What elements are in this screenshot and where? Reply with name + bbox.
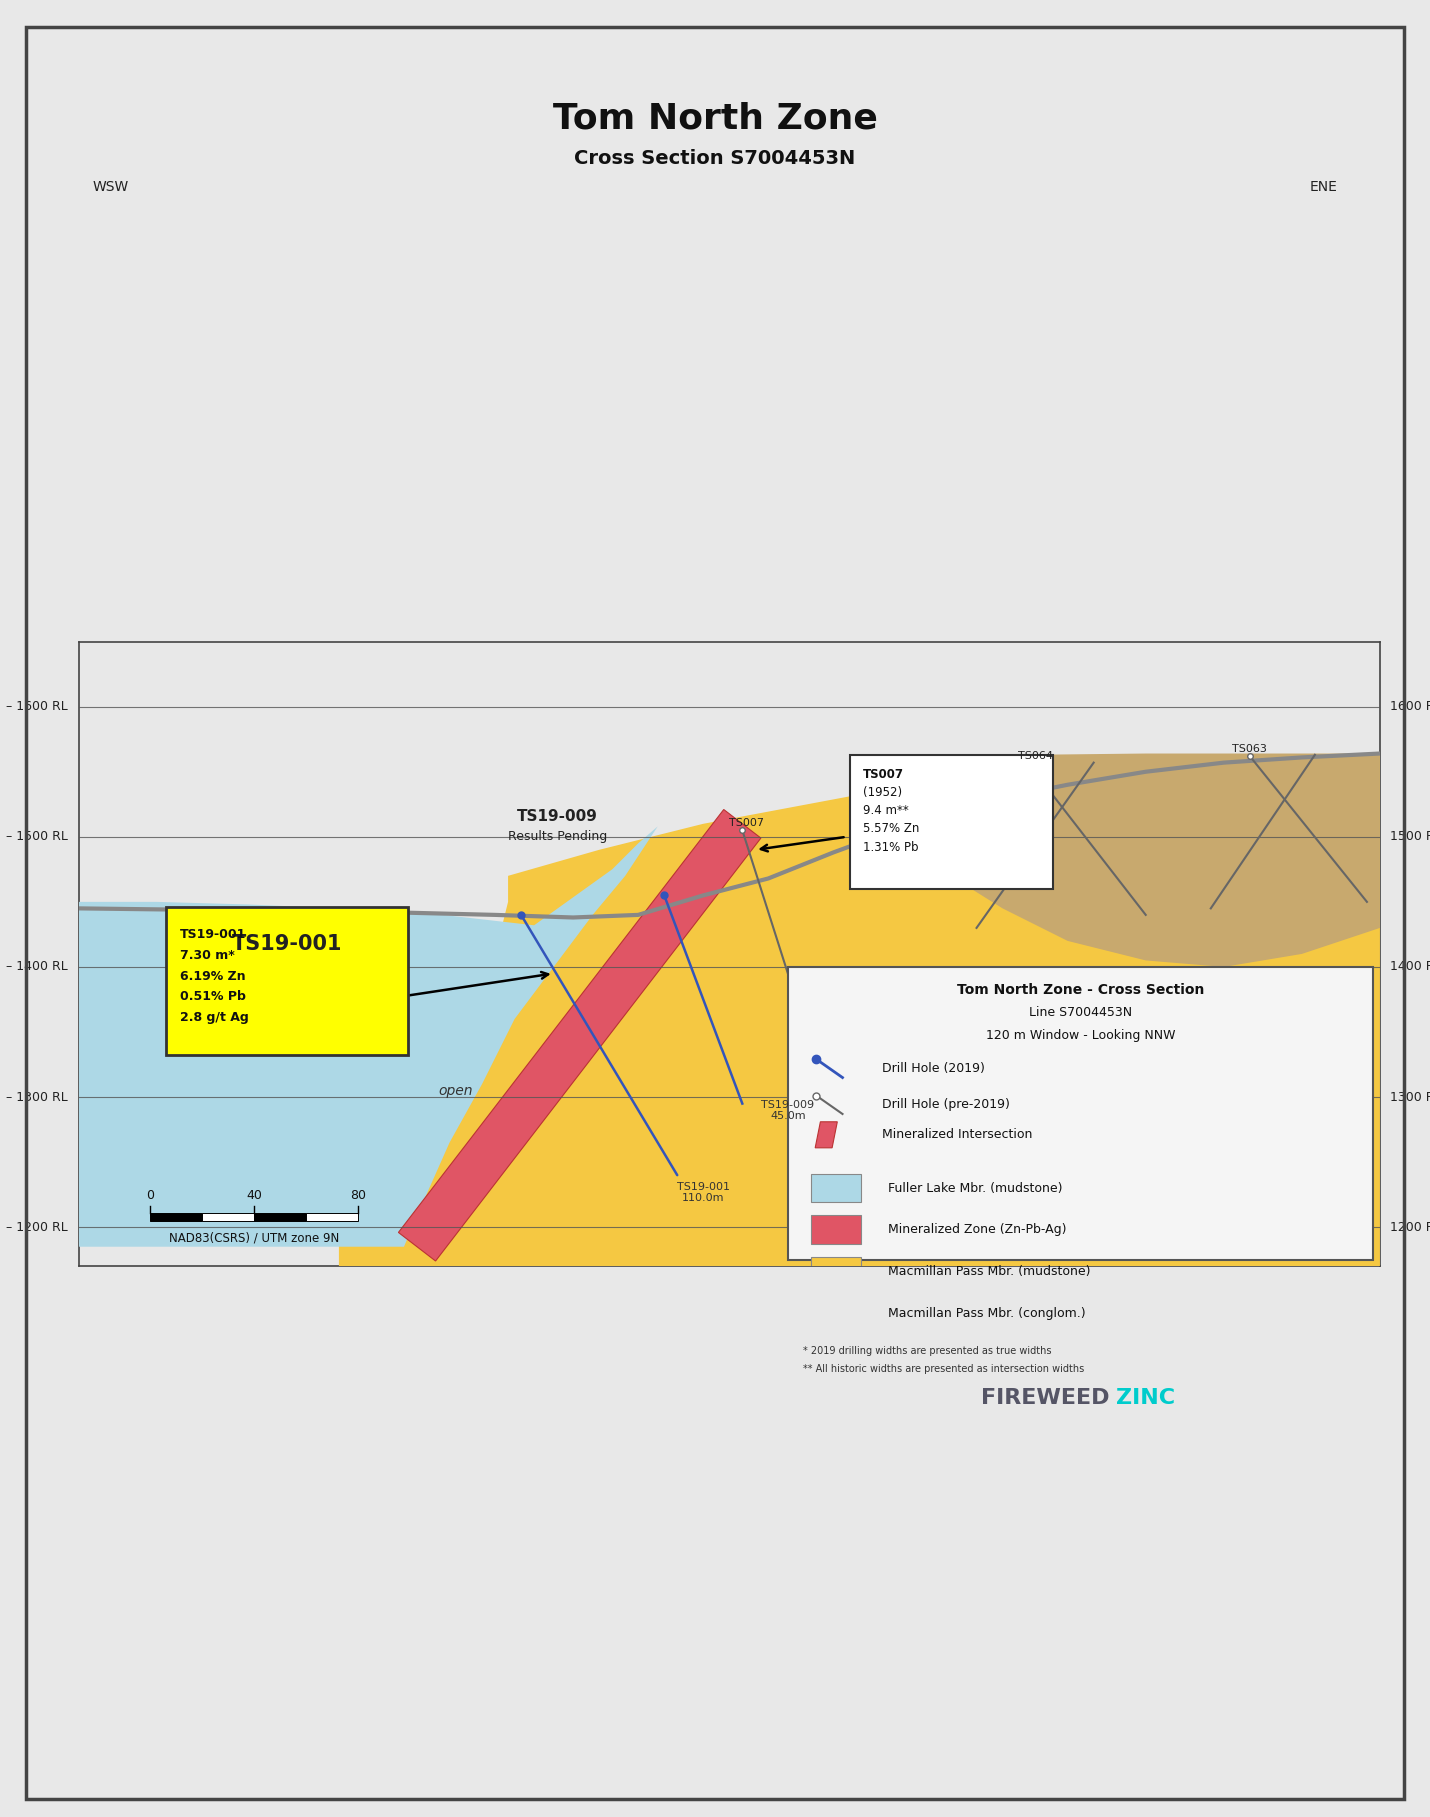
Bar [811, 1299, 861, 1328]
Text: 6.19% Zn: 6.19% Zn [180, 970, 246, 983]
Text: TS063: TS063 [1233, 743, 1267, 754]
Text: Cross Section S7004453N: Cross Section S7004453N [575, 149, 855, 167]
Text: 9.4 m**: 9.4 m** [864, 805, 909, 818]
Polygon shape [339, 754, 1380, 1266]
Text: NAD83(CSRS) / UTM zone 9N: NAD83(CSRS) / UTM zone 9N [169, 1232, 339, 1245]
Bar [150, 1214, 202, 1221]
Text: Mineralized Zone (Zn-Pb-Ag): Mineralized Zone (Zn-Pb-Ag) [888, 1223, 1067, 1236]
Bar [202, 1214, 255, 1221]
Text: * 2019 drilling widths are presented as true widths: * 2019 drilling widths are presented as … [804, 1346, 1052, 1355]
Text: Line S7004453N: Line S7004453N [1030, 1007, 1133, 1019]
Text: TS19-009
45.0m: TS19-009 45.0m [761, 1099, 815, 1121]
Polygon shape [815, 1121, 838, 1148]
Text: ** All historic widths are presented as intersection widths: ** All historic widths are presented as … [804, 1365, 1085, 1374]
Text: Tom North Zone - Cross Section: Tom North Zone - Cross Section [957, 983, 1204, 996]
Bar [811, 1257, 861, 1286]
Text: 40: 40 [246, 1190, 262, 1203]
Text: Fuller Lake Mbr. (mudstone): Fuller Lake Mbr. (mudstone) [888, 1181, 1062, 1194]
Text: 1.31% Pb: 1.31% Pb [864, 841, 919, 854]
Bar [811, 1216, 861, 1245]
Text: TS19-001: TS19-001 [232, 934, 342, 954]
Text: 1200 RL –: 1200 RL – [1390, 1221, 1430, 1234]
Text: Drill Hole (pre-2019): Drill Hole (pre-2019) [881, 1097, 1010, 1112]
Text: 1500 RL –: 1500 RL – [1390, 830, 1430, 843]
Text: 1300 RL –: 1300 RL – [1390, 1090, 1430, 1103]
Text: 80: 80 [350, 1190, 366, 1203]
Text: 0.51% Pb: 0.51% Pb [180, 990, 246, 1003]
Text: FIREWEED: FIREWEED [981, 1388, 1110, 1408]
Bar [788, 967, 1373, 1259]
Text: – 1600 RL: – 1600 RL [7, 700, 69, 714]
Text: TS19-001
110.0m: TS19-001 110.0m [676, 1181, 729, 1203]
Polygon shape [399, 810, 761, 1261]
Text: Macmillan Pass Mbr. (conglom.): Macmillan Pass Mbr. (conglom.) [888, 1306, 1085, 1319]
Text: 1400 RL –: 1400 RL – [1390, 961, 1430, 974]
Text: – 1200 RL: – 1200 RL [7, 1221, 69, 1234]
Text: Results Pending: Results Pending [508, 830, 608, 843]
Text: TS007: TS007 [864, 769, 904, 781]
Text: 5.57% Zn: 5.57% Zn [864, 823, 919, 836]
Text: – 1300 RL: – 1300 RL [7, 1090, 69, 1103]
Text: Drill Hole (2019): Drill Hole (2019) [881, 1061, 984, 1076]
Text: 0: 0 [146, 1190, 154, 1203]
Text: open: open [439, 1083, 473, 1097]
Text: 2.8 g/t Ag: 2.8 g/t Ag [180, 1012, 249, 1025]
Bar [811, 1174, 861, 1203]
Text: Mineralized Intersection: Mineralized Intersection [881, 1128, 1032, 1141]
Text: WSW: WSW [93, 180, 129, 194]
Bar [255, 1214, 306, 1221]
Polygon shape [918, 754, 1380, 967]
Text: ENE: ENE [1310, 180, 1337, 194]
FancyBboxPatch shape [166, 907, 408, 1056]
Text: 1600 RL –: 1600 RL – [1390, 700, 1430, 714]
Text: 120 m Window - Looking NNW: 120 m Window - Looking NNW [985, 1030, 1175, 1043]
Text: TS064: TS064 [1018, 752, 1052, 761]
Text: 7.30 m*: 7.30 m* [180, 948, 235, 961]
Polygon shape [79, 827, 658, 1246]
Text: ZINC: ZINC [1115, 1388, 1175, 1408]
Text: TS19-001: TS19-001 [180, 928, 246, 941]
Text: – 1400 RL: – 1400 RL [7, 961, 69, 974]
Text: TS19-009: TS19-009 [518, 809, 598, 823]
FancyBboxPatch shape [851, 754, 1054, 889]
Text: Tom North Zone: Tom North Zone [552, 102, 878, 134]
Text: – 1500 RL: – 1500 RL [6, 830, 69, 843]
Text: (1952): (1952) [864, 787, 902, 799]
Bar [306, 1214, 359, 1221]
Text: Macmillan Pass Mbr. (mudstone): Macmillan Pass Mbr. (mudstone) [888, 1265, 1091, 1277]
Text: TS007: TS007 [729, 818, 764, 829]
